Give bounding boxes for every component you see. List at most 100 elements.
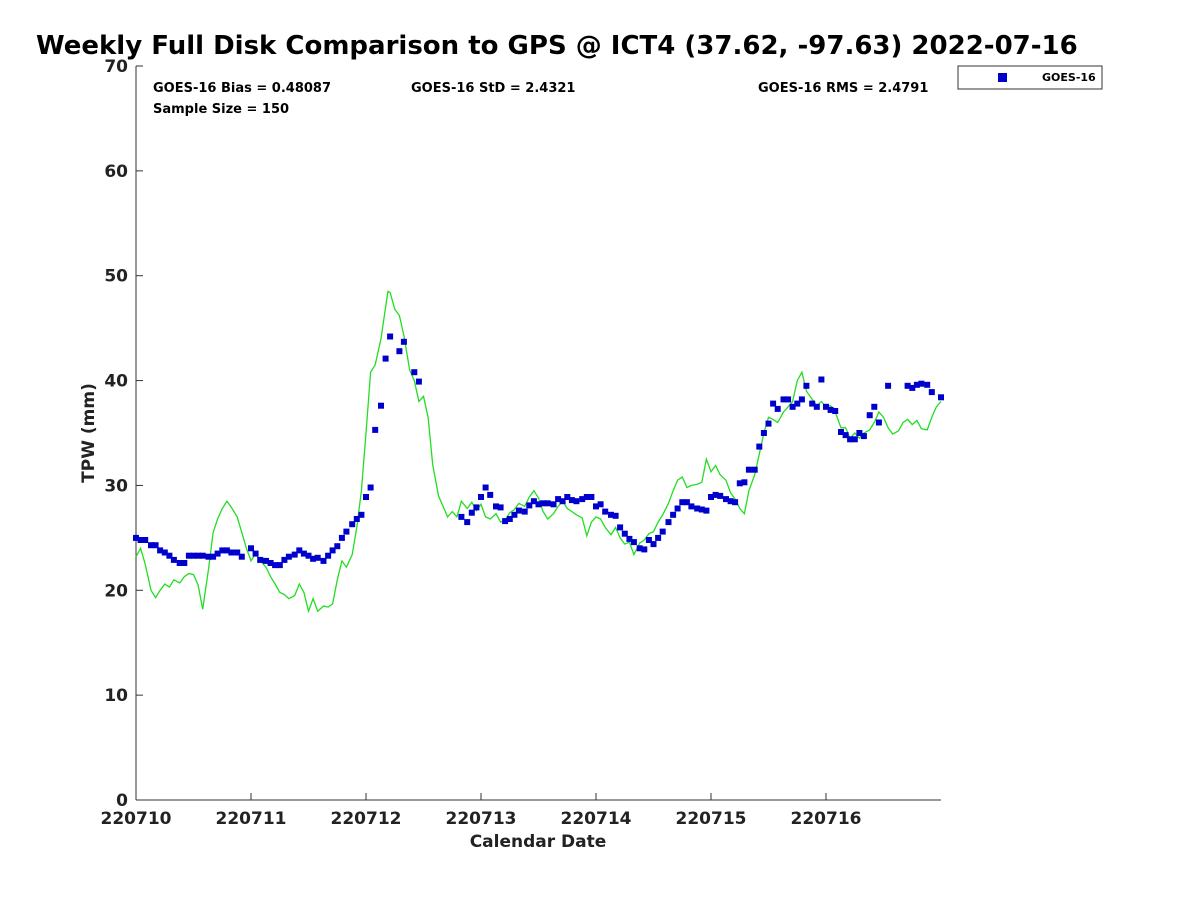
goes-16-point — [281, 556, 288, 563]
goes-16-point — [847, 436, 854, 443]
y-tick-label: 20 — [104, 581, 128, 601]
goes-16-point — [659, 528, 666, 535]
goes-16-point — [785, 396, 792, 403]
goes-16-point — [751, 466, 758, 473]
goes-16-point — [382, 355, 389, 362]
goes-16-point — [272, 562, 279, 569]
goes-16-point — [641, 546, 648, 553]
y-tick-label: 40 — [104, 372, 128, 392]
goes-16-point — [745, 466, 752, 473]
goes-16-point — [521, 508, 528, 515]
goes-16-point — [798, 396, 805, 403]
goes-16-point — [148, 542, 154, 549]
goes-16-point — [851, 436, 858, 443]
goes-16-point — [579, 496, 586, 503]
goes-16-point — [573, 498, 580, 505]
goes-16-point — [190, 552, 197, 559]
goes-16-point — [732, 499, 739, 506]
goes-16-point — [679, 499, 686, 506]
std-stat: GOES-16 StD = 2.4321 — [411, 81, 575, 96]
goes-16-point — [823, 403, 829, 410]
goes-16-point — [842, 432, 849, 439]
goes-16-point — [655, 534, 662, 541]
goes-16-point — [325, 552, 332, 559]
y-axis-ticks: 0 10 20 30 40 50 60 70 — [104, 57, 143, 811]
goes-16-point — [487, 491, 494, 498]
goes-16-point — [473, 504, 480, 511]
gps-line — [135, 290, 942, 614]
goes-16-point — [511, 511, 518, 518]
goes-16-point — [530, 498, 537, 505]
bias-stat: GOES-16 Bias = 0.48087 — [153, 81, 331, 96]
goes-16-point — [214, 550, 221, 557]
x-tick-label: 220711 — [216, 809, 287, 829]
goes-16-point — [276, 562, 283, 569]
x-tick-label: 220710 — [101, 809, 172, 829]
goes-16-point — [248, 545, 254, 552]
y-tick-label: 50 — [104, 267, 128, 287]
goes-16-point — [493, 503, 499, 510]
goes-16-point — [597, 501, 604, 508]
goes-16-point — [133, 534, 139, 541]
goes-16-point — [540, 500, 547, 507]
goes-16-point — [928, 389, 935, 396]
goes-16-point — [161, 549, 168, 556]
goes-16-point — [621, 530, 628, 537]
goes-16-point — [329, 547, 336, 554]
goes-16-point — [176, 560, 183, 566]
goes-16-point — [913, 381, 920, 388]
goes-16-point — [612, 512, 619, 519]
goes-16-point — [674, 505, 681, 512]
goes-16-point — [142, 537, 149, 543]
x-axis-label: Calendar Date — [470, 832, 607, 852]
goes-16-point — [199, 552, 206, 559]
goes-16-point — [396, 348, 403, 355]
goes-16-point — [827, 406, 834, 413]
goes-16-point — [665, 519, 672, 526]
goes-16-point — [694, 505, 701, 512]
rms-stat: GOES-16 RMS = 2.4791 — [758, 81, 928, 96]
goes-16-point — [645, 537, 652, 543]
goes-16-point — [683, 499, 690, 506]
goes-16-point — [219, 547, 226, 554]
goes-16-point — [526, 502, 533, 509]
goes-16-point — [320, 557, 327, 564]
goes-16-point — [860, 433, 867, 440]
goes-16-point — [670, 511, 677, 518]
goes-16-point — [300, 550, 307, 557]
goes-16-point — [885, 382, 892, 389]
goes-16-point — [228, 549, 235, 556]
goes-16-point — [482, 484, 489, 491]
x-tick-label: 220716 — [791, 809, 862, 829]
goes-16-point — [583, 494, 590, 500]
goes-16-point — [358, 511, 365, 518]
goes-16-point — [871, 403, 878, 410]
y-tick-label: 30 — [104, 476, 128, 496]
goes-16-point — [195, 552, 202, 559]
goes-16-point — [210, 553, 217, 560]
x-tick-label: 220714 — [561, 809, 632, 829]
goes-16-point — [152, 542, 159, 549]
goes-16-point — [856, 430, 863, 436]
goes-16-point — [626, 535, 633, 542]
y-tick-label: 0 — [116, 791, 128, 811]
stats-annotations: GOES-16 Bias = 0.48087 GOES-16 StD = 2.4… — [153, 81, 928, 117]
goes-16-point — [688, 503, 695, 510]
goes-16-point — [506, 516, 513, 522]
goes-16-point — [727, 498, 734, 505]
goes-16-point — [291, 551, 298, 558]
goes-16-point — [334, 543, 341, 550]
goes-16-point — [411, 369, 418, 376]
legend-box — [957, 65, 1103, 90]
goes-16-point — [602, 508, 609, 515]
goes-16-point — [924, 381, 931, 388]
goes-16-point — [338, 534, 345, 541]
goes-16-point — [838, 429, 844, 435]
goes-16-point — [458, 513, 465, 520]
goes-16-point — [588, 494, 595, 500]
goes-16-point — [181, 560, 188, 566]
goes-16-point — [723, 496, 729, 503]
legend-label-goes-16: GOES-16 — [1042, 71, 1096, 84]
goes-16-point — [170, 556, 177, 563]
goes-16-point — [568, 497, 575, 504]
